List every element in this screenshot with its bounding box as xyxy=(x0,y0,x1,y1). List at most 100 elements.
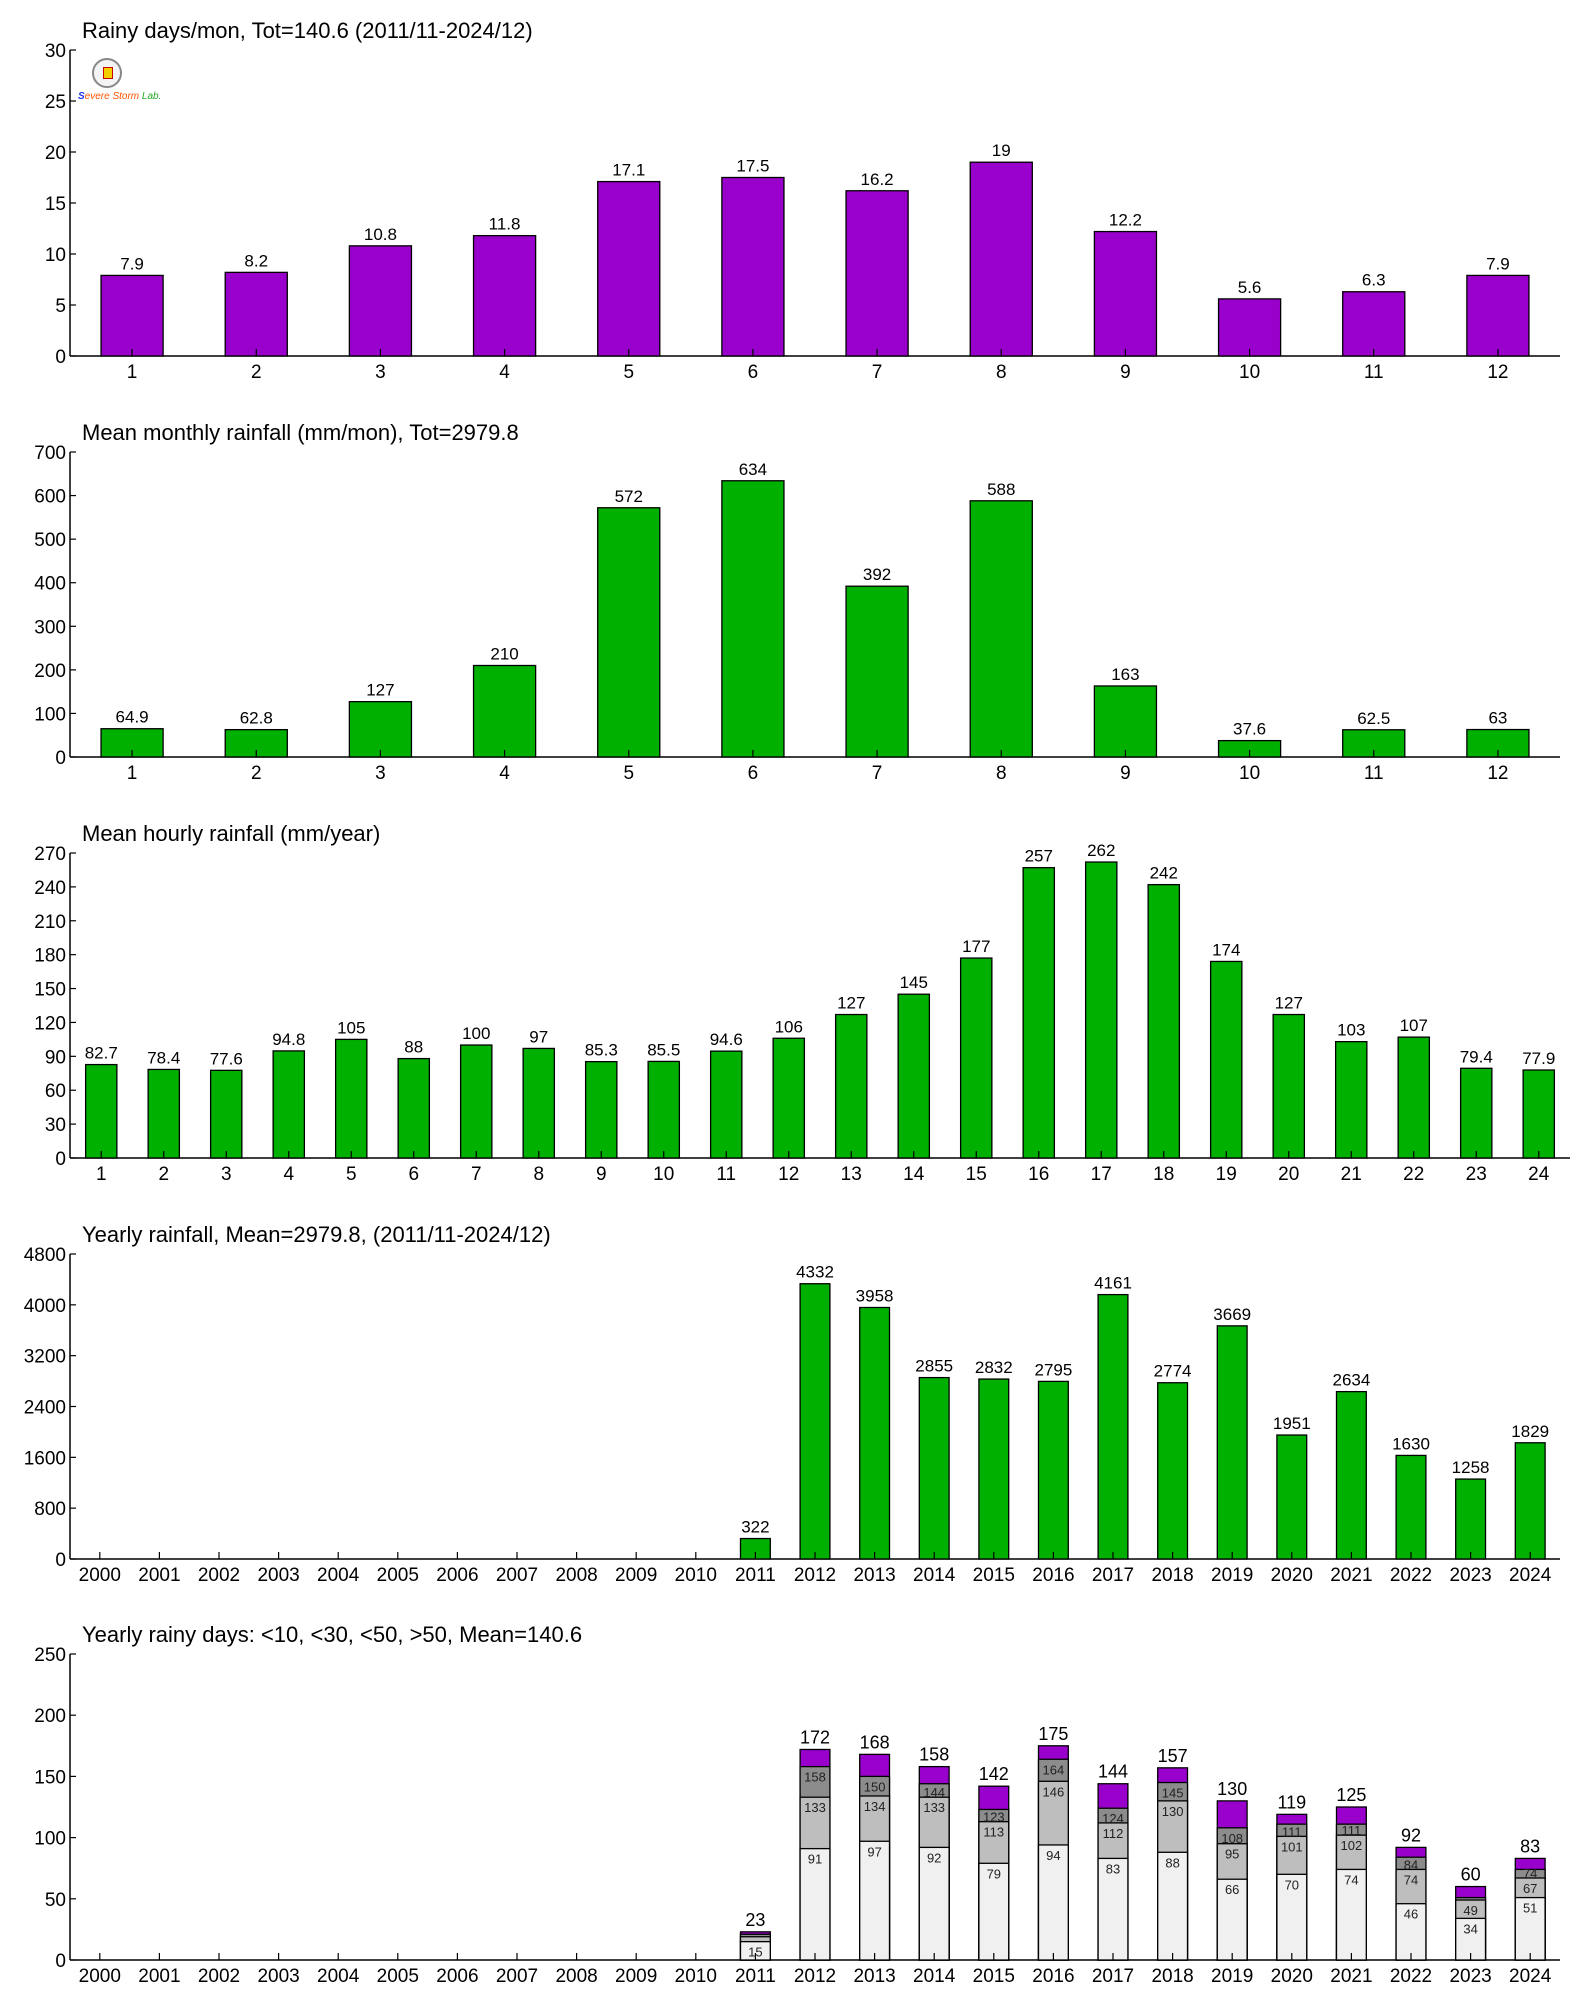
chart3-x-tick-label: 10 xyxy=(653,1164,674,1185)
chart3-y-tick-label: 180 xyxy=(34,946,66,967)
chart4-x-tick-label: 2006 xyxy=(436,1565,478,1586)
chart3-data-label: 94.8 xyxy=(272,1030,305,1049)
chart1-bar xyxy=(721,176,785,357)
chart4-y-tick-label: 2400 xyxy=(24,1398,66,1419)
chart5-segment-label: 46 xyxy=(1404,1907,1418,1922)
chart5-y-tick-label: 100 xyxy=(34,1829,66,1850)
chart3-data-label: 78.4 xyxy=(147,1048,180,1067)
chart2-y-tick-label: 700 xyxy=(34,443,66,464)
chart4-data-label: 1258 xyxy=(1452,1458,1490,1477)
chart5-total-label: 142 xyxy=(979,1764,1009,1784)
chart5-x-tick-label: 2013 xyxy=(853,1966,895,1987)
chart1-y-tick-label: 15 xyxy=(45,194,66,215)
chart1-data-label: 8.2 xyxy=(244,251,268,270)
chart3-bar xyxy=(272,1050,306,1159)
chart3-bar xyxy=(334,1038,368,1159)
chart5-bar-segment xyxy=(978,1862,1010,1961)
chart5-segment-label: 111 xyxy=(1282,1824,1302,1839)
chart3-data-label: 174 xyxy=(1212,940,1240,959)
chart3-data-label: 100 xyxy=(462,1024,490,1043)
chart2-bar xyxy=(597,507,661,758)
chart5-x-tick-label: 2024 xyxy=(1509,1966,1552,1987)
chart4-x-tick-label: 2012 xyxy=(794,1565,836,1586)
chart3-data-label: 85.3 xyxy=(585,1041,618,1060)
chart3-x-tick-label: 11 xyxy=(716,1164,736,1185)
chart1-data-label: 7.9 xyxy=(1486,254,1510,273)
chart5-bar-segment xyxy=(918,1846,950,1961)
chart4-y-tick-label: 4800 xyxy=(24,1245,66,1266)
chart1-x-tick-label: 5 xyxy=(623,362,634,383)
chart3-bar xyxy=(522,1047,556,1159)
chart3-bar xyxy=(147,1068,181,1159)
chart1-bar xyxy=(1093,230,1158,357)
chart1-x-tick-label: 8 xyxy=(996,362,1007,383)
chart4-x-tick-label: 2017 xyxy=(1092,1565,1134,1586)
chart4-y-tick-label: 1600 xyxy=(24,1448,66,1469)
chart2-y-tick-label: 200 xyxy=(34,661,66,682)
chart4-x-tick-label: 2000 xyxy=(79,1565,121,1586)
chart4-bar xyxy=(1276,1434,1308,1560)
chart2-y-tick-label: 300 xyxy=(34,617,66,638)
chart3-data-label: 107 xyxy=(1400,1016,1428,1035)
chart3-x-tick-label: 12 xyxy=(778,1164,799,1185)
chart1-bar xyxy=(597,180,661,357)
chart4-bar xyxy=(1335,1390,1367,1560)
logo-text-name: evere Storm xyxy=(84,91,140,102)
chart5-segment-label: 66 xyxy=(1225,1882,1239,1897)
chart5-segment-label: 101 xyxy=(1281,1839,1303,1854)
chart4-x-tick-label: 2007 xyxy=(496,1565,538,1586)
chart5-segment-label: 67 xyxy=(1523,1881,1537,1896)
chart1-x-tick-label: 7 xyxy=(872,362,883,383)
chart4-x-tick-label: 2013 xyxy=(853,1565,895,1586)
chart5-segment-label: 79 xyxy=(987,1866,1001,1881)
severe-storm-lab-logo: Severe Storm Lab. xyxy=(78,58,161,108)
chart5-y-tick-label: 150 xyxy=(34,1767,66,1788)
chart1-bar xyxy=(969,161,1033,357)
chart1-y-tick-label: 10 xyxy=(45,245,66,266)
chart3-y-tick-label: 0 xyxy=(55,1149,66,1170)
chart3-title: Mean hourly rainfall (mm/year) xyxy=(82,821,380,846)
chart3-bar xyxy=(1397,1036,1431,1159)
chart4-data-label: 2774 xyxy=(1154,1362,1192,1381)
chart4-data-label: 2832 xyxy=(975,1358,1013,1377)
chart3-data-label: 94.6 xyxy=(710,1030,743,1049)
chart5-segment-label: 108 xyxy=(1221,1831,1243,1846)
chart1-bar xyxy=(1342,291,1406,357)
chart1-bar xyxy=(1466,274,1530,357)
chart5-segment-label: 74 xyxy=(1523,1866,1537,1881)
chart1-x-tick-label: 11 xyxy=(1364,362,1384,383)
chart4-x-tick-label: 2024 xyxy=(1509,1565,1552,1586)
chart2-bar xyxy=(845,585,909,758)
chart3-data-label: 77.9 xyxy=(1522,1049,1555,1068)
chart4-x-tick-label: 2005 xyxy=(377,1565,419,1586)
chart5-segment-label: 164 xyxy=(1043,1762,1065,1777)
chart4-data-label: 1630 xyxy=(1392,1434,1430,1453)
chart1-data-label: 16.2 xyxy=(861,170,894,189)
chart3-data-label: 145 xyxy=(900,973,928,992)
chart5-segment-label: 134 xyxy=(864,1799,886,1814)
chart1-y-tick-label: 0 xyxy=(55,347,66,368)
chart3-y-tick-label: 60 xyxy=(45,1081,66,1102)
chart4-data-label: 2795 xyxy=(1034,1360,1072,1379)
chart5-segment-label: 88 xyxy=(1165,1855,1179,1870)
chart4-x-tick-label: 2020 xyxy=(1271,1565,1313,1586)
chart5-x-tick-label: 2015 xyxy=(973,1966,1015,1987)
chart5-segment-label: 74 xyxy=(1404,1872,1418,1887)
chart3-data-label: 127 xyxy=(1275,994,1303,1013)
chart4-bar xyxy=(859,1306,891,1560)
chart3-x-tick-label: 1 xyxy=(96,1164,107,1185)
chart3-y-tick-label: 120 xyxy=(34,1013,66,1034)
chart1-data-label: 19 xyxy=(992,141,1011,160)
chart4-x-tick-label: 2003 xyxy=(257,1565,299,1586)
chart5-y-tick-label: 0 xyxy=(55,1951,66,1972)
chart1-bar xyxy=(100,274,164,357)
chart5-bar-segment xyxy=(1335,1868,1367,1961)
chart3-bar xyxy=(897,993,931,1159)
chart5-segment-label: 15 xyxy=(748,1945,762,1960)
chart1-bar xyxy=(224,271,288,357)
chart5-segment-label: 144 xyxy=(923,1785,945,1800)
chart2-x-tick-label: 10 xyxy=(1239,763,1260,784)
chart2-x-tick-label: 1 xyxy=(127,763,138,784)
chart4-x-tick-label: 2019 xyxy=(1211,1565,1253,1586)
chart1-x-tick-label: 3 xyxy=(375,362,386,383)
